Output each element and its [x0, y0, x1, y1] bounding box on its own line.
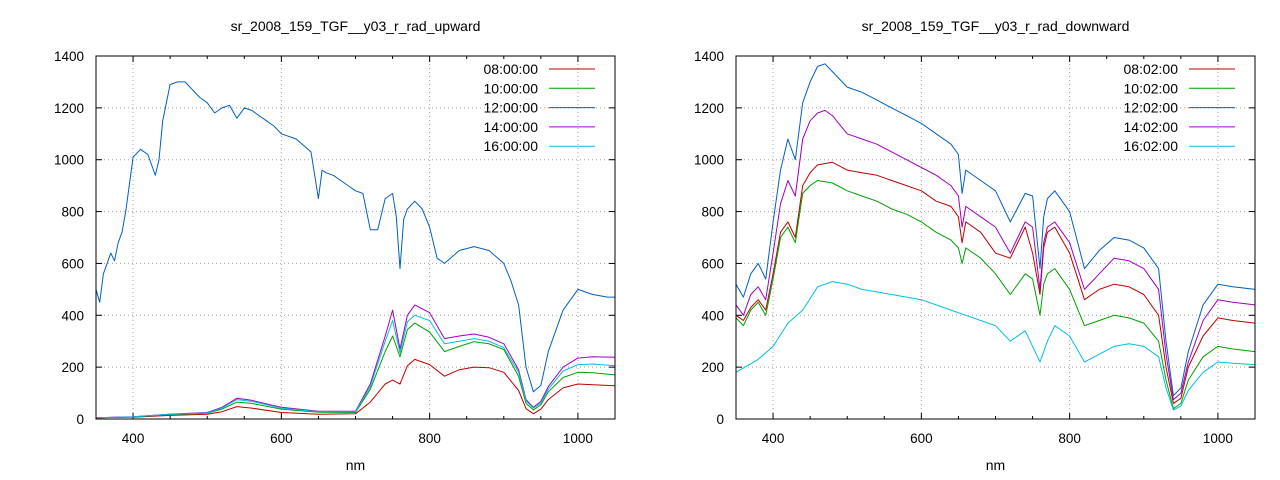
y-tick-label: 800: [61, 205, 84, 220]
x-tick-label: 1000: [563, 431, 593, 446]
series-line-16-00-00: [95, 314, 616, 419]
legend-label: 14:00:00: [484, 119, 539, 135]
x-axis-label: nm: [346, 457, 365, 473]
y-tick-label: 1200: [694, 101, 724, 116]
y-tick-label: 1400: [54, 49, 84, 64]
legend-label: 08:00:00: [484, 61, 539, 77]
y-tick-label: 200: [701, 360, 724, 375]
series-line-16-02-00: [735, 281, 1256, 411]
series-line-12-02-00: [735, 63, 1256, 397]
y-tick-label: 600: [701, 256, 724, 271]
series-line-12-00-00: [95, 81, 615, 393]
chart-panel-2: sr_2008_159_TGF__y03_r_rad_downward 0 200 4…: [694, 18, 1256, 473]
series-line-10-00-00: [95, 322, 616, 419]
legend-label: 12:02:00: [1124, 100, 1179, 116]
legend-label: 14:02:00: [1124, 119, 1179, 135]
y-tick-label: 1000: [694, 153, 724, 168]
y-tick-label: 1400: [694, 49, 724, 64]
y-tick-label: 600: [61, 256, 84, 271]
legend-label: 08:02:00: [1124, 61, 1179, 77]
series-line-08-02-00: [735, 161, 1256, 404]
x-axis-label: nm: [986, 457, 1005, 473]
x-tick-label: 800: [1058, 431, 1081, 446]
y-tick-label: 1000: [54, 153, 84, 168]
chart-title: sr_2008_159_TGF__y03_r_rad_downward: [862, 18, 1130, 34]
legend-label: 12:00:00: [484, 100, 539, 116]
series-line-14-00-00: [95, 304, 616, 419]
chart-title: sr_2008_159_TGF__y03_r_rad_upward: [231, 18, 481, 34]
legend-label: 10:02:00: [1124, 80, 1179, 96]
y-tick-label: 200: [61, 360, 84, 375]
y-tick-label: 400: [61, 308, 84, 323]
x-tick-label: 400: [122, 431, 145, 446]
y-tick-label: 0: [76, 412, 84, 427]
plot-frame: [735, 55, 1256, 420]
series-line-10-02-00: [735, 180, 1256, 410]
chart-panel-1: sr_2008_159_TGF__y03_r_rad_upward 0 200 400…: [54, 18, 616, 473]
series-line-08-00-00: [95, 358, 616, 419]
y-tick-label: 1200: [54, 101, 84, 116]
y-tick-label: 400: [701, 308, 724, 323]
series-line-14-02-00: [735, 109, 1256, 401]
x-tick-label: 1000: [1203, 431, 1233, 446]
legend-label: 10:00:00: [484, 80, 539, 96]
x-tick-label: 800: [418, 431, 441, 446]
legend-label: 16:00:00: [484, 138, 539, 154]
y-tick-label: 0: [716, 412, 724, 427]
x-tick-label: 600: [910, 431, 933, 446]
x-tick-label: 600: [270, 431, 293, 446]
legend-label: 16:02:00: [1124, 138, 1179, 154]
plot-frame: [95, 55, 616, 420]
x-tick-label: 400: [762, 431, 785, 446]
y-tick-label: 800: [701, 205, 724, 220]
